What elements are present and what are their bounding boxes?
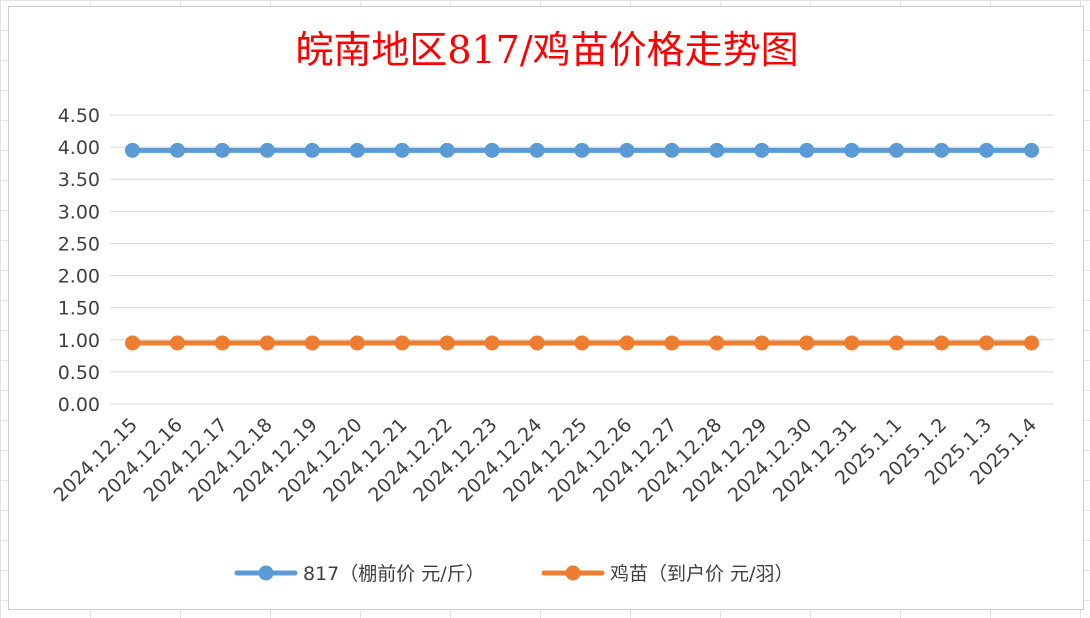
- y-tick-label: 1.00: [58, 330, 100, 352]
- y-tick-label: 3.50: [58, 169, 100, 191]
- data-point[interactable]: [169, 335, 185, 351]
- data-point[interactable]: [754, 142, 770, 158]
- data-point[interactable]: [1024, 142, 1040, 158]
- data-point[interactable]: [844, 335, 860, 351]
- data-point[interactable]: [124, 142, 140, 158]
- series-layer: [124, 142, 1040, 351]
- series-2: [124, 335, 1040, 351]
- data-point[interactable]: [619, 142, 635, 158]
- data-point[interactable]: [259, 335, 275, 351]
- y-axis-ticks: 0.00 0.50 1.00 1.50 2.00 2.50 3.00 3.50 4.00 4.50: [58, 105, 100, 416]
- gridlines: [110, 114, 1054, 405]
- data-point[interactable]: [214, 142, 230, 158]
- y-tick-label: 4.00: [58, 137, 100, 159]
- legend-label: 鸡苗（到户价 元/羽）: [610, 563, 793, 585]
- x-axis-ticks: 2024.12.152024.12.162024.12.172024.12.18…: [50, 414, 1042, 506]
- y-tick-label: 4.50: [58, 105, 100, 127]
- data-point[interactable]: [979, 335, 995, 351]
- y-tick-label: 1.50: [58, 298, 100, 320]
- data-point[interactable]: [484, 335, 500, 351]
- series-1: [124, 142, 1040, 158]
- legend-dot-marker: [258, 565, 274, 581]
- data-point[interactable]: [349, 335, 365, 351]
- legend-item-1[interactable]: 817（棚前价 元/斤）: [234, 563, 485, 585]
- data-point[interactable]: [394, 142, 410, 158]
- legend-item-2[interactable]: 鸡苗（到户价 元/羽）: [541, 563, 793, 585]
- data-point[interactable]: [574, 335, 590, 351]
- y-tick-label: 3.00: [58, 201, 100, 223]
- data-point[interactable]: [889, 142, 905, 158]
- data-point[interactable]: [889, 335, 905, 351]
- chart-title: 皖南地区817/鸡苗价格走势图: [295, 28, 798, 72]
- data-point[interactable]: [844, 142, 860, 158]
- data-point[interactable]: [979, 142, 995, 158]
- data-point[interactable]: [439, 335, 455, 351]
- data-point[interactable]: [799, 335, 815, 351]
- data-point[interactable]: [529, 142, 545, 158]
- y-tick-label: 2.00: [58, 266, 100, 288]
- data-point[interactable]: [259, 142, 275, 158]
- y-tick-label: 2.50: [58, 233, 100, 255]
- data-point[interactable]: [754, 335, 770, 351]
- data-point[interactable]: [1024, 335, 1040, 351]
- y-tick-label: 0.50: [58, 362, 100, 384]
- data-point[interactable]: [574, 142, 590, 158]
- data-point[interactable]: [124, 335, 140, 351]
- legend-dot-marker: [565, 565, 581, 581]
- data-point[interactable]: [349, 142, 365, 158]
- data-point[interactable]: [664, 335, 680, 351]
- data-point[interactable]: [214, 335, 230, 351]
- data-point[interactable]: [934, 142, 950, 158]
- data-point[interactable]: [394, 335, 410, 351]
- line-chart: 皖南地区817/鸡苗价格走势图 0.00 0.50 1.00 1.50 2.00 2.50…: [50, 28, 1054, 585]
- data-point[interactable]: [619, 335, 635, 351]
- y-tick-label: 0.00: [58, 394, 100, 416]
- data-point[interactable]: [934, 335, 950, 351]
- data-point[interactable]: [439, 142, 455, 158]
- data-point[interactable]: [304, 335, 320, 351]
- data-point[interactable]: [484, 142, 500, 158]
- chart-frame[interactable]: 皖南地区817/鸡苗价格走势图 0.00 0.50 1.00 1.50 2.00 2.50…: [8, 6, 1084, 610]
- data-point[interactable]: [709, 335, 725, 351]
- data-point[interactable]: [529, 335, 545, 351]
- data-point[interactable]: [304, 142, 320, 158]
- data-point[interactable]: [664, 142, 680, 158]
- data-point[interactable]: [709, 142, 725, 158]
- data-point[interactable]: [799, 142, 815, 158]
- legend-label: 817（棚前价 元/斤）: [303, 563, 485, 585]
- legend: 817（棚前价 元/斤） 鸡苗（到户价 元/羽）: [234, 563, 793, 585]
- data-point[interactable]: [169, 142, 185, 158]
